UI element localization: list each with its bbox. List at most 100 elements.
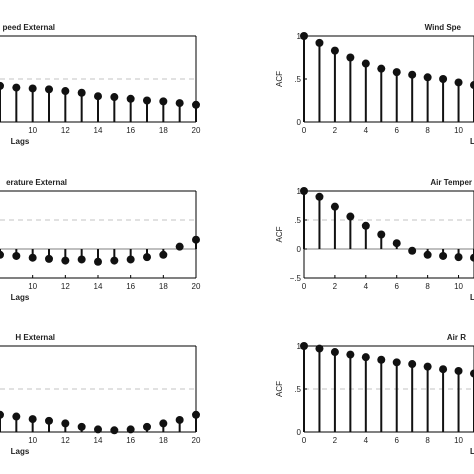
acf-point (392, 68, 401, 77)
acf-point (126, 94, 135, 103)
y-tick-label: 0 (297, 118, 302, 127)
acf-point (408, 70, 417, 79)
acf-point (159, 419, 168, 428)
panel-title: Wind Spe (425, 23, 462, 32)
acf-point (61, 87, 70, 96)
x-tick-label: 0 (302, 126, 307, 135)
acf-point (315, 38, 324, 47)
acf-point (392, 239, 401, 248)
acf-point (0, 410, 4, 419)
panel-temperature-external: erature External 10 12 14 16 18 20 Lags (0, 178, 201, 302)
x-tick-label: 14 (94, 436, 103, 445)
acf-point (61, 256, 70, 265)
acf-point (361, 353, 370, 362)
x-tick-label: 6 (395, 126, 400, 135)
panel-title: erature External (6, 178, 67, 187)
x-axis-label: L (470, 447, 474, 456)
acf-point (159, 97, 168, 106)
acf-point (439, 251, 448, 260)
x-axis-label: L (470, 137, 474, 146)
x-axis-label: Lags (11, 447, 30, 456)
acf-point (408, 246, 417, 255)
acf-point (143, 422, 151, 431)
acf-point (110, 426, 119, 435)
x-tick-label: 12 (61, 126, 70, 135)
x-tick-label: 8 (425, 126, 430, 135)
y-tick-label: .5 (294, 216, 301, 225)
acf-point (143, 96, 151, 105)
acf-point (28, 84, 37, 93)
x-tick-label: 0 (302, 436, 307, 445)
panel-title: Air R (447, 333, 466, 342)
y-tick-label: 1 (297, 187, 302, 196)
x-tick-label: 18 (159, 436, 168, 445)
x-tick-label: 12 (61, 282, 70, 291)
x-tick-label: 0 (302, 282, 307, 291)
acf-point (300, 342, 308, 350)
y-tick-label: 1 (297, 32, 302, 41)
acf-point (470, 81, 474, 90)
acf-point (346, 350, 355, 359)
y-axis-label: ACF (275, 226, 284, 242)
acf-point (192, 100, 200, 109)
x-tick-label: 18 (159, 282, 168, 291)
panel-title: H External (15, 333, 55, 342)
y-tick-label: 0 (297, 428, 302, 437)
y-tick-label: .5 (294, 75, 301, 84)
acf-point (330, 348, 339, 357)
acf-point (361, 59, 370, 68)
acf-point (159, 250, 168, 259)
panel-wind-speed: Wind Spe 0 2 4 6 8 10 0 .5 1 L ACF (275, 23, 474, 146)
acf-point (377, 64, 386, 73)
acf-point (77, 422, 86, 431)
y-axis-label: ACF (275, 381, 284, 397)
x-tick-label: 4 (364, 126, 369, 135)
acf-point (439, 365, 448, 374)
x-axis-label: Lags (11, 293, 30, 302)
acf-point (175, 99, 184, 108)
acf-point (12, 251, 21, 260)
x-tick-label: 8 (425, 282, 430, 291)
x-tick-label: 10 (454, 436, 463, 445)
x-axis-label: L (470, 293, 474, 302)
x-tick-label: 10 (28, 126, 37, 135)
x-tick-label: 8 (425, 436, 430, 445)
acf-point (377, 230, 386, 239)
acf-point (300, 187, 308, 195)
x-tick-label: 2 (333, 282, 338, 291)
x-tick-label: 16 (126, 436, 135, 445)
acf-point (346, 53, 355, 62)
x-tick-label: 6 (395, 282, 400, 291)
y-tick-label: −.5 (290, 274, 302, 283)
acf-point (126, 425, 135, 434)
x-tick-label: 14 (94, 282, 103, 291)
x-tick-label: 4 (364, 436, 369, 445)
acf-point (315, 344, 324, 353)
acf-point (61, 419, 70, 428)
y-tick-label: 0 (297, 245, 302, 254)
acf-point (0, 250, 4, 259)
acf-point (454, 253, 463, 262)
acf-point (28, 253, 37, 262)
acf-point (408, 360, 417, 369)
x-tick-label: 20 (192, 126, 201, 135)
x-tick-label: 6 (395, 436, 400, 445)
acf-point (175, 242, 184, 251)
acf-point (423, 250, 432, 259)
acf-point (454, 78, 463, 87)
x-tick-label: 10 (28, 282, 37, 291)
x-tick-label: 10 (28, 436, 37, 445)
x-tick-label: 20 (192, 436, 201, 445)
acf-point (94, 425, 102, 434)
x-tick-label: 20 (192, 282, 201, 291)
acf-point (377, 355, 386, 364)
panel-wind-speed-external: peed External 10 12 14 16 18 20 Lags (0, 23, 201, 146)
x-tick-label: 14 (94, 126, 103, 135)
x-tick-label: 10 (454, 282, 463, 291)
acf-point (330, 202, 339, 211)
panel-rh-external: H External 10 12 14 16 18 20 Lags (0, 333, 201, 456)
panel-air-rh: Air R 0 2 4 6 8 10 0 .5 1 L ACF (275, 333, 474, 456)
acf-point (12, 83, 21, 92)
